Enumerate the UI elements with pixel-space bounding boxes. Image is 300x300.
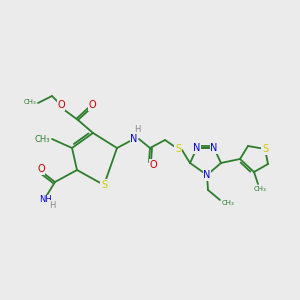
Text: H: H (49, 200, 55, 209)
Text: O: O (88, 100, 96, 110)
Text: N: N (193, 143, 201, 153)
Text: S: S (101, 180, 107, 190)
Text: O: O (149, 160, 157, 170)
Text: O: O (57, 100, 65, 110)
Text: N: N (130, 134, 138, 144)
Text: S: S (101, 180, 107, 190)
Text: S: S (175, 144, 181, 154)
Text: S: S (262, 144, 268, 154)
Text: N: N (130, 134, 138, 144)
Text: S: S (262, 144, 268, 154)
Text: H: H (134, 124, 140, 134)
Text: O: O (149, 160, 157, 170)
Text: H: H (134, 124, 140, 134)
Text: S: S (175, 144, 181, 154)
Text: O: O (88, 100, 96, 110)
Text: NH: NH (39, 196, 51, 205)
Text: O: O (57, 100, 65, 110)
Text: N: N (203, 170, 211, 180)
Text: O: O (37, 164, 45, 174)
Text: H: H (49, 200, 55, 209)
Text: CH₃: CH₃ (34, 134, 50, 143)
Text: NH: NH (39, 196, 51, 205)
Text: N: N (193, 143, 201, 153)
Text: N: N (210, 143, 218, 153)
Text: O: O (37, 164, 45, 174)
Text: CH₃: CH₃ (254, 186, 266, 192)
Text: CH₃: CH₃ (23, 99, 36, 105)
Text: N: N (210, 143, 218, 153)
Text: CH₃: CH₃ (222, 200, 235, 206)
Text: N: N (203, 170, 211, 180)
